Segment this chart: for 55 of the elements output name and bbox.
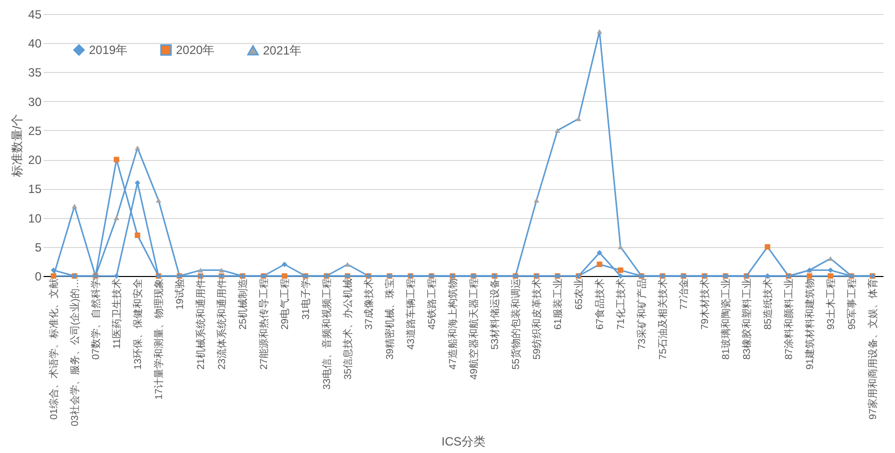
y-tick-label: 25 bbox=[28, 124, 42, 138]
x-tick-label: 53材料储运设备 bbox=[489, 278, 501, 350]
x-tick-label: 55货物的包装和调运 bbox=[510, 278, 522, 370]
y-tick-label: 30 bbox=[28, 94, 42, 109]
y-tick-label: 10 bbox=[28, 211, 42, 226]
x-tick-label: 59纺织和皮革技术 bbox=[531, 278, 543, 360]
x-tick-label: 21机械系统和通用件 bbox=[195, 278, 207, 370]
y-tick-label: 15 bbox=[28, 182, 42, 196]
x-tick-label: 61服装工业 bbox=[552, 278, 564, 330]
x-tick-label: 27能源和热传导工程 bbox=[258, 278, 270, 370]
y-tick-label: 20 bbox=[28, 153, 42, 168]
x-tick-label: 29电气工程 bbox=[279, 278, 291, 330]
x-tick-label: 97家用和商用设备、文娱、体育 bbox=[867, 278, 879, 420]
x-tick-label: 85造纸技术 bbox=[762, 278, 774, 330]
y-tick-label: 5 bbox=[34, 240, 42, 254]
y-tick-label: 35 bbox=[28, 66, 42, 80]
x-tick-label: 43道路车辆工程 bbox=[405, 278, 417, 350]
y-tick-label: 40 bbox=[28, 36, 42, 51]
x-tick-label: 11医药卫生技术 bbox=[111, 278, 123, 349]
y-tick-label: 45 bbox=[28, 8, 42, 22]
x-tick-label: 79木材技术 bbox=[699, 278, 711, 330]
x-tick-label: 75石油及相关技术 bbox=[657, 278, 669, 360]
x-tick-label: 13环保、保健和安全 bbox=[132, 278, 144, 370]
x-tick-label: 19试验 bbox=[174, 278, 186, 310]
x-tick-label: 33电信、音频和视频工程 bbox=[321, 278, 333, 390]
x-tick-label: 17计量学和测量、物理现象 bbox=[153, 278, 165, 400]
x-tick-label: 91建筑材料和建筑物 bbox=[804, 278, 816, 370]
legend-label: 2019年 bbox=[89, 43, 128, 57]
y-tick-label: 0 bbox=[34, 270, 42, 284]
x-tick-label: 03社会学、服务、公司(企业)的… bbox=[69, 278, 81, 426]
x-tick-label: 49航空器和航天器工程 bbox=[468, 278, 480, 380]
x-tick-label: 87涂料和颜料工业 bbox=[783, 278, 795, 360]
x-tick-label: 35信息技术、办公机械 bbox=[342, 278, 354, 380]
x-tick-label: 31电子学 bbox=[300, 278, 312, 320]
x-tick-label: 95军事工程 bbox=[846, 278, 858, 330]
x-tick-label: 73采矿和矿产品 bbox=[636, 278, 648, 350]
x-tick-label: 67食品技术 bbox=[594, 278, 606, 330]
x-tick-label: 39精密机械、珠宝 bbox=[384, 278, 396, 360]
x-tick-label: 47造船和海上构筑物 bbox=[447, 278, 459, 370]
x-tick-label: 71化工技术 bbox=[615, 278, 627, 330]
x-tick-label: 83橡胶和塑料工业 bbox=[741, 278, 753, 360]
x-tick-label: 25机械制造 bbox=[237, 278, 249, 330]
x-tick-label: 37成像技术 bbox=[363, 278, 375, 330]
x-tick-label: 45铁路工程 bbox=[426, 278, 438, 330]
x-tick-label: 23流体系统和通用件 bbox=[216, 278, 228, 370]
legend-label: 2021年 bbox=[263, 43, 302, 58]
x-tick-label: 01综合、术语学、标准化、文献 bbox=[48, 278, 60, 420]
legend-label: 2020年 bbox=[176, 43, 215, 57]
x-tick-label: 65农业 bbox=[573, 278, 585, 310]
x-tick-label: 81玻璃和陶瓷工业 bbox=[720, 278, 732, 360]
x-tick-label: 77冶金 bbox=[678, 278, 690, 310]
y-axis-title: 标准数量/个 bbox=[10, 114, 24, 178]
x-tick-label: 93土木工程 bbox=[825, 278, 837, 330]
x-axis-title: ICS分类 bbox=[441, 434, 486, 448]
x-tick-label: 07数学、自然科学 bbox=[90, 278, 102, 360]
